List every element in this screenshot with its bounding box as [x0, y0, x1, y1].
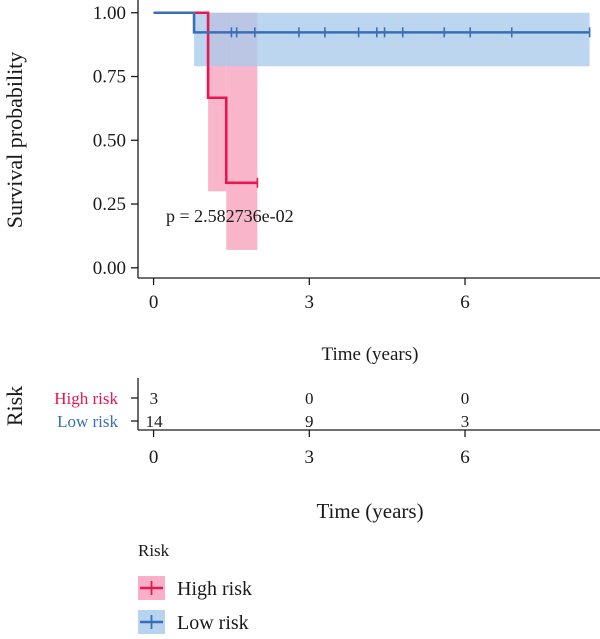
km-axes: 0.00 0.25 0.50 0.75 1.00 0 3 6 [93, 0, 600, 313]
ci-band-low-1 [194, 12, 590, 67]
km-y-tick-label-4: 1.00 [93, 3, 126, 24]
km-x-tick-label-1: 3 [305, 292, 315, 313]
risk-cell-0-2: 0 [461, 389, 470, 408]
risk-row-label-0: High risk [54, 389, 118, 408]
risk-table-y-title: Risk [2, 386, 27, 426]
legend-item-low-risk: Low risk [138, 610, 249, 634]
confidence-bands [194, 12, 590, 250]
km-y-axis-title: Survival probability [2, 52, 27, 229]
km-y-tick-label-0: 0.00 [93, 258, 126, 279]
km-x-tick-label-2: 6 [460, 292, 470, 313]
risk-table-panel: Risk High risk 3 0 0 Low risk 14 9 3 0 3 6 Time (… [2, 378, 600, 523]
legend-label-1: Low risk [177, 612, 249, 634]
risk-x-tick-label-2: 6 [460, 447, 470, 468]
risk-row-label-1: Low risk [57, 412, 118, 431]
risk-cell-1-1: 9 [305, 412, 314, 431]
legend-title: Risk [138, 541, 170, 560]
km-y-tick-label-3: 0.75 [93, 67, 126, 88]
km-x-tick-label-0: 0 [149, 292, 159, 313]
km-y-tick-label-2: 0.50 [93, 130, 126, 151]
risk-table-x-axis-title: Time (years) [316, 499, 423, 523]
censor-marks [230, 27, 591, 188]
risk-cell-0-0: 3 [150, 389, 159, 408]
risk-x-tick-label-0: 0 [149, 447, 159, 468]
survival-curves [153, 11, 590, 185]
km-y-tick-label-1: 0.25 [93, 194, 126, 215]
legend-label-0: High risk [177, 578, 252, 600]
survival-curve-high-risk [153, 11, 258, 185]
legend: Risk High risk Low risk [138, 541, 252, 634]
risk-cell-1-0: 14 [146, 412, 164, 431]
risk-x-tick-label-1: 3 [305, 447, 315, 468]
risk-cell-0-1: 0 [305, 389, 314, 408]
p-value-annotation: p = 2.582736e-02 [166, 206, 294, 226]
km-x-axis-title: Time (years) [322, 344, 419, 365]
km-plot-panel: 0.00 0.25 0.50 0.75 1.00 0 3 6 Survival probab… [2, 0, 600, 365]
legend-item-high-risk: High risk [138, 576, 252, 600]
survival-curve-low-risk [153, 11, 590, 34]
risk-cell-1-2: 3 [461, 412, 470, 431]
